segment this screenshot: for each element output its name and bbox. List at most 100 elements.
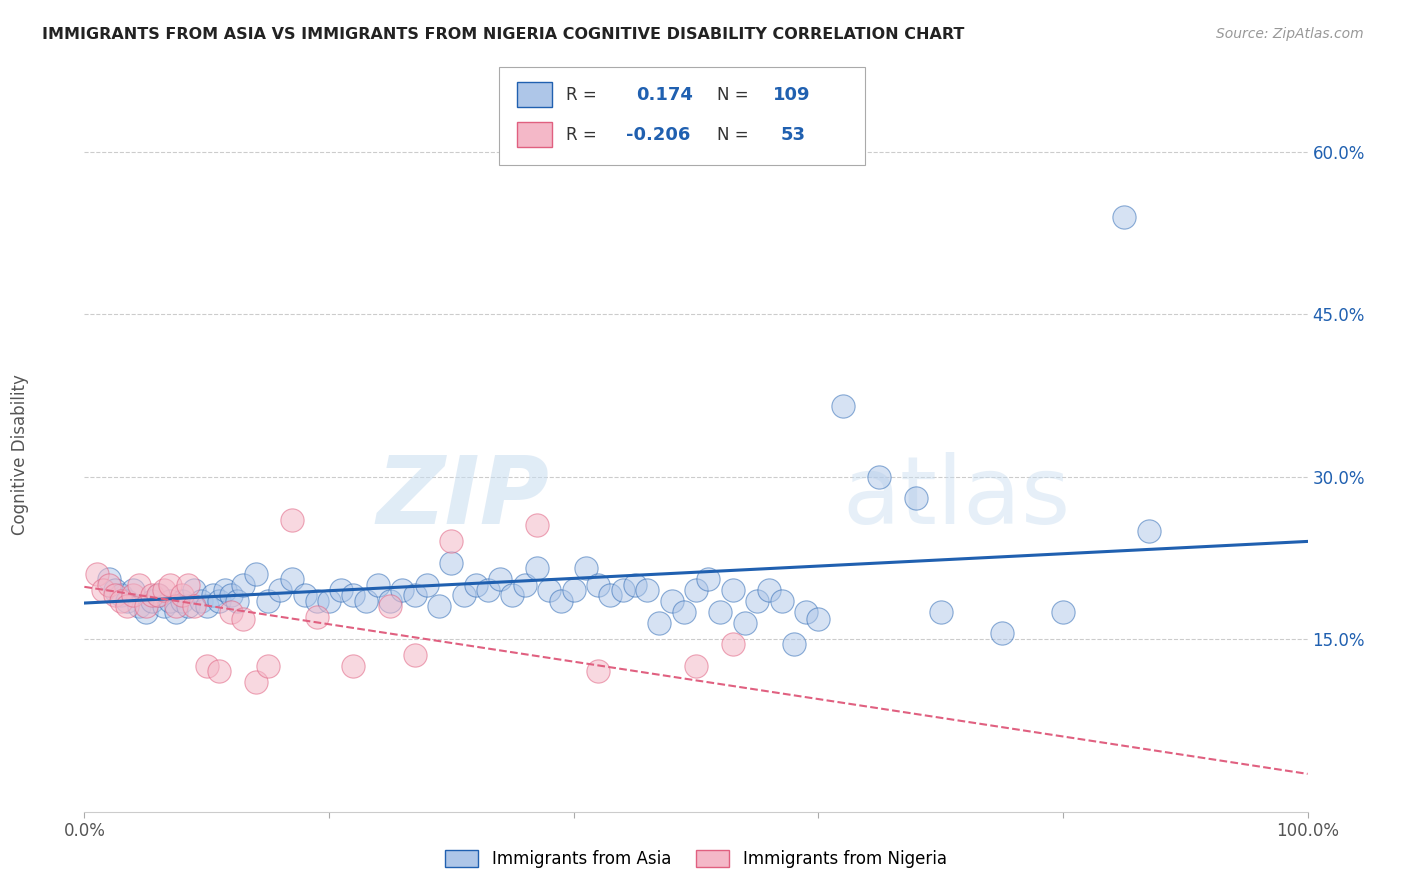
Point: [807, 612, 830, 626]
Text: IMMIGRANTS FROM ASIA VS IMMIGRANTS FROM NIGERIA COGNITIVE DISABILITY CORRELATION: IMMIGRANTS FROM ASIA VS IMMIGRANTS FROM …: [42, 27, 965, 42]
Point: [177, 577, 200, 591]
Point: [661, 594, 683, 608]
Point: [440, 556, 463, 570]
Point: [141, 594, 163, 608]
Point: [990, 626, 1012, 640]
Point: [477, 583, 499, 598]
Point: [208, 664, 231, 678]
Point: [201, 589, 224, 603]
Point: [115, 599, 138, 614]
Point: [165, 605, 187, 619]
Point: [562, 583, 585, 598]
Point: [697, 572, 720, 586]
Point: [929, 605, 952, 619]
Point: [672, 605, 695, 619]
Point: [183, 599, 205, 614]
Point: [427, 599, 450, 614]
Point: [172, 589, 194, 603]
Point: [190, 594, 212, 608]
Point: [104, 583, 127, 598]
Text: N =: N =: [717, 126, 748, 144]
Point: [734, 615, 756, 630]
FancyBboxPatch shape: [517, 122, 551, 147]
Point: [122, 589, 145, 603]
Point: [219, 589, 242, 603]
Point: [747, 594, 769, 608]
Point: [172, 594, 194, 608]
Point: [115, 594, 138, 608]
Point: [586, 577, 609, 591]
Point: [159, 577, 181, 591]
Point: [91, 583, 114, 598]
Point: [141, 589, 163, 603]
Point: [165, 599, 187, 614]
Text: 109: 109: [773, 86, 811, 103]
Point: [453, 589, 475, 603]
Point: [153, 599, 176, 614]
Point: [905, 491, 928, 505]
Point: [380, 599, 402, 614]
Point: [831, 399, 853, 413]
Point: [97, 572, 120, 586]
Point: [294, 589, 316, 603]
Point: [501, 589, 523, 603]
Point: [624, 577, 647, 591]
Point: [305, 594, 328, 608]
Point: [709, 605, 731, 619]
Point: [869, 469, 891, 483]
Point: [550, 594, 572, 608]
Point: [404, 589, 426, 603]
Point: [183, 583, 205, 598]
Point: [281, 513, 304, 527]
Point: [1052, 605, 1074, 619]
Point: [1114, 210, 1136, 224]
Point: [648, 615, 671, 630]
Text: atlas: atlas: [842, 451, 1071, 544]
Point: [1137, 524, 1160, 538]
Point: [721, 637, 744, 651]
Point: [794, 605, 817, 619]
Point: [575, 561, 598, 575]
Point: [232, 612, 254, 626]
Point: [330, 583, 353, 598]
Point: [104, 589, 127, 603]
Point: [770, 594, 793, 608]
Text: N =: N =: [717, 86, 748, 103]
Point: [342, 658, 364, 673]
Point: [86, 566, 108, 581]
Point: [489, 572, 512, 586]
Point: [464, 577, 486, 591]
Point: [685, 658, 707, 673]
Point: [97, 577, 120, 591]
Point: [599, 589, 621, 603]
Point: [257, 658, 280, 673]
Point: [245, 675, 267, 690]
Text: R =: R =: [565, 86, 596, 103]
Point: [208, 594, 231, 608]
Point: [526, 518, 548, 533]
Point: [758, 583, 780, 598]
Point: [685, 583, 707, 598]
Point: [110, 594, 132, 608]
Point: [391, 583, 413, 598]
Point: [128, 577, 150, 591]
Point: [586, 664, 609, 678]
Point: [404, 648, 426, 662]
Point: [354, 594, 377, 608]
Point: [146, 589, 169, 603]
Point: [269, 583, 291, 598]
Point: [257, 594, 280, 608]
Point: [195, 599, 218, 614]
Text: -0.206: -0.206: [626, 126, 690, 144]
Point: [245, 566, 267, 581]
Text: 53: 53: [780, 126, 806, 144]
Point: [636, 583, 658, 598]
FancyBboxPatch shape: [517, 82, 551, 107]
Point: [226, 594, 249, 608]
Legend: Immigrants from Asia, Immigrants from Nigeria: Immigrants from Asia, Immigrants from Ni…: [439, 843, 953, 875]
Point: [783, 637, 806, 651]
Point: [367, 577, 389, 591]
Point: [612, 583, 634, 598]
Point: [128, 599, 150, 614]
Point: [318, 594, 340, 608]
